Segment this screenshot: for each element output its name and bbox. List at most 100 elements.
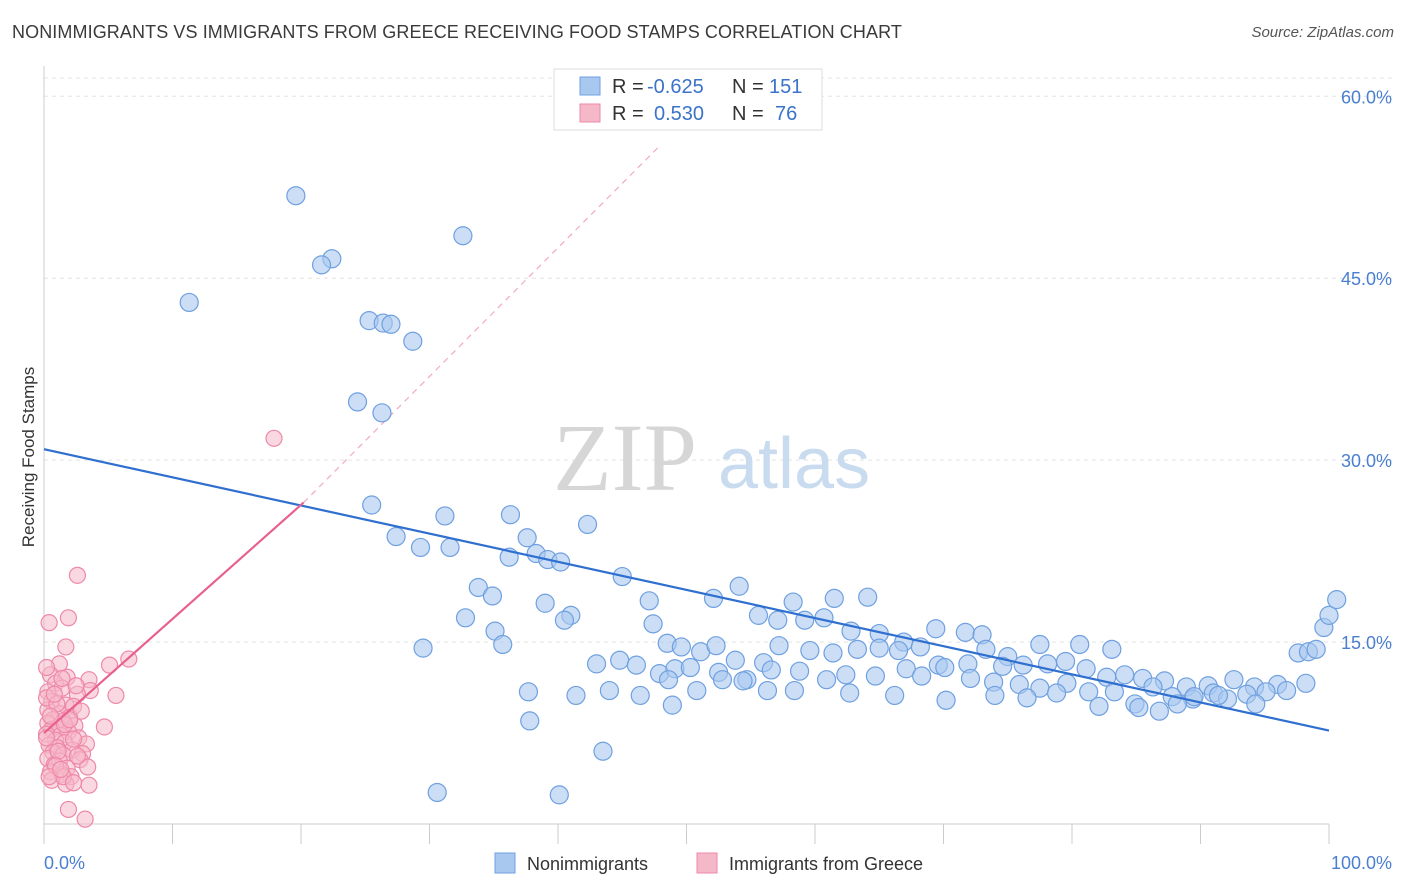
point-nonimmigrants	[413, 638, 433, 658]
point-nonimmigrants	[286, 186, 306, 206]
y-axis-label: Receiving Food Stamps	[19, 367, 38, 547]
point-greece	[68, 747, 87, 765]
watermark-atlas: atlas	[718, 424, 870, 504]
point-nonimmigrants	[712, 670, 733, 690]
point-nonimmigrants	[1089, 696, 1109, 716]
point-nonimmigrants	[1319, 605, 1339, 625]
point-nonimmigrants	[518, 682, 539, 702]
point-nonimmigrants	[960, 668, 981, 689]
point-nonimmigrants	[671, 637, 691, 657]
trend-line-greece	[43, 501, 305, 734]
point-nonimmigrants	[1306, 639, 1326, 659]
point-nonimmigrants	[840, 683, 860, 703]
point-nonimmigrants	[955, 622, 975, 642]
point-greece	[80, 776, 98, 794]
trend-line-nonimmigrants	[43, 448, 1330, 732]
point-nonimmigrants	[784, 680, 805, 701]
point-nonimmigrants	[362, 495, 382, 515]
point-nonimmigrants	[658, 670, 679, 690]
point-nonimmigrants	[789, 661, 810, 681]
point-greece	[37, 658, 56, 677]
point-nonimmigrants	[440, 537, 460, 558]
point-nonimmigrants	[1149, 701, 1169, 721]
point-greece	[95, 718, 113, 736]
point-nonimmigrants	[626, 655, 646, 675]
point-greece	[79, 758, 97, 776]
legend-n-label: N =	[732, 103, 764, 125]
point-nonimmigrants	[410, 537, 431, 558]
point-nonimmigrants	[823, 643, 843, 663]
point-nonimmigrants	[535, 593, 555, 613]
point-nonimmigrants	[630, 685, 650, 706]
point-nonimmigrants	[599, 680, 620, 701]
point-nonimmigrants	[1055, 651, 1076, 672]
trend-extension-greece	[303, 144, 662, 504]
point-nonimmigrants	[520, 711, 540, 731]
trend-line-greece-extension	[303, 144, 662, 504]
point-greece	[52, 760, 70, 779]
point-greece	[265, 429, 283, 447]
legend-r-label: R =	[612, 103, 644, 125]
point-greece	[57, 638, 75, 656]
point-nonimmigrants	[935, 657, 955, 678]
point-nonimmigrants	[869, 638, 889, 658]
point-nonimmigrants	[769, 636, 789, 656]
point-nonimmigrants	[816, 670, 837, 690]
point-nonimmigrants	[1224, 670, 1244, 690]
point-nonimmigrants	[427, 782, 447, 803]
point-greece	[45, 685, 63, 703]
point-nonimmigrants	[1017, 688, 1037, 708]
point-greece	[59, 609, 78, 627]
point-nonimmigrants	[643, 614, 663, 634]
point-nonimmigrants	[311, 255, 332, 275]
point-nonimmigrants	[381, 314, 401, 334]
point-nonimmigrants	[347, 392, 368, 412]
watermark-zip: ZIP	[553, 404, 697, 511]
point-nonimmigrants	[687, 680, 707, 701]
point-nonimmigrants	[783, 592, 803, 612]
point-nonimmigrants	[706, 636, 726, 656]
point-nonimmigrants	[985, 685, 1005, 706]
point-nonimmigrants	[936, 690, 956, 710]
point-greece	[53, 669, 71, 688]
point-nonimmigrants	[888, 640, 909, 661]
legend-bottom-swatch-greece	[696, 852, 718, 874]
point-nonimmigrants	[1296, 673, 1316, 693]
point-nonimmigrants	[1276, 680, 1297, 701]
series-nonimmigrants	[179, 186, 1347, 805]
point-greece	[76, 810, 94, 828]
point-greece	[72, 702, 90, 720]
point-greece	[64, 730, 83, 748]
point-nonimmigrants	[858, 587, 878, 607]
legend-r-label: R =	[612, 76, 644, 98]
point-nonimmigrants	[836, 665, 856, 685]
point-nonimmigrants	[993, 656, 1013, 676]
point-nonimmigrants	[824, 588, 844, 609]
point-greece	[107, 686, 125, 705]
point-nonimmigrants	[1102, 639, 1122, 659]
point-greece	[100, 656, 119, 674]
legend-bottom-label-greece: Immigrants from Greece	[729, 854, 923, 874]
point-nonimmigrants	[500, 505, 521, 525]
y-tick-label: 60.0%	[1341, 87, 1392, 107]
y-tick-label: 45.0%	[1341, 269, 1392, 289]
point-nonimmigrants	[1246, 694, 1266, 714]
point-nonimmigrants	[577, 514, 598, 535]
point-nonimmigrants	[593, 741, 613, 761]
point-nonimmigrants	[1208, 685, 1229, 706]
point-nonimmigrants	[703, 588, 724, 609]
point-nonimmigrants	[757, 680, 778, 701]
point-nonimmigrants	[468, 577, 488, 598]
point-nonimmigrants	[926, 619, 946, 639]
point-greece	[61, 711, 79, 729]
point-nonimmigrants	[403, 331, 423, 351]
legend-bottom: Nonimmigrants Immigrants from Greece	[494, 852, 923, 874]
point-nonimmigrants	[1079, 682, 1099, 702]
point-nonimmigrants	[435, 506, 455, 526]
point-nonimmigrants	[372, 403, 392, 423]
x-tick-labels: 0.0% 100.0%	[44, 853, 1392, 873]
point-nonimmigrants	[517, 528, 537, 548]
point-nonimmigrants	[554, 610, 575, 630]
point-nonimmigrants	[885, 685, 905, 706]
point-nonimmigrants	[733, 671, 753, 691]
